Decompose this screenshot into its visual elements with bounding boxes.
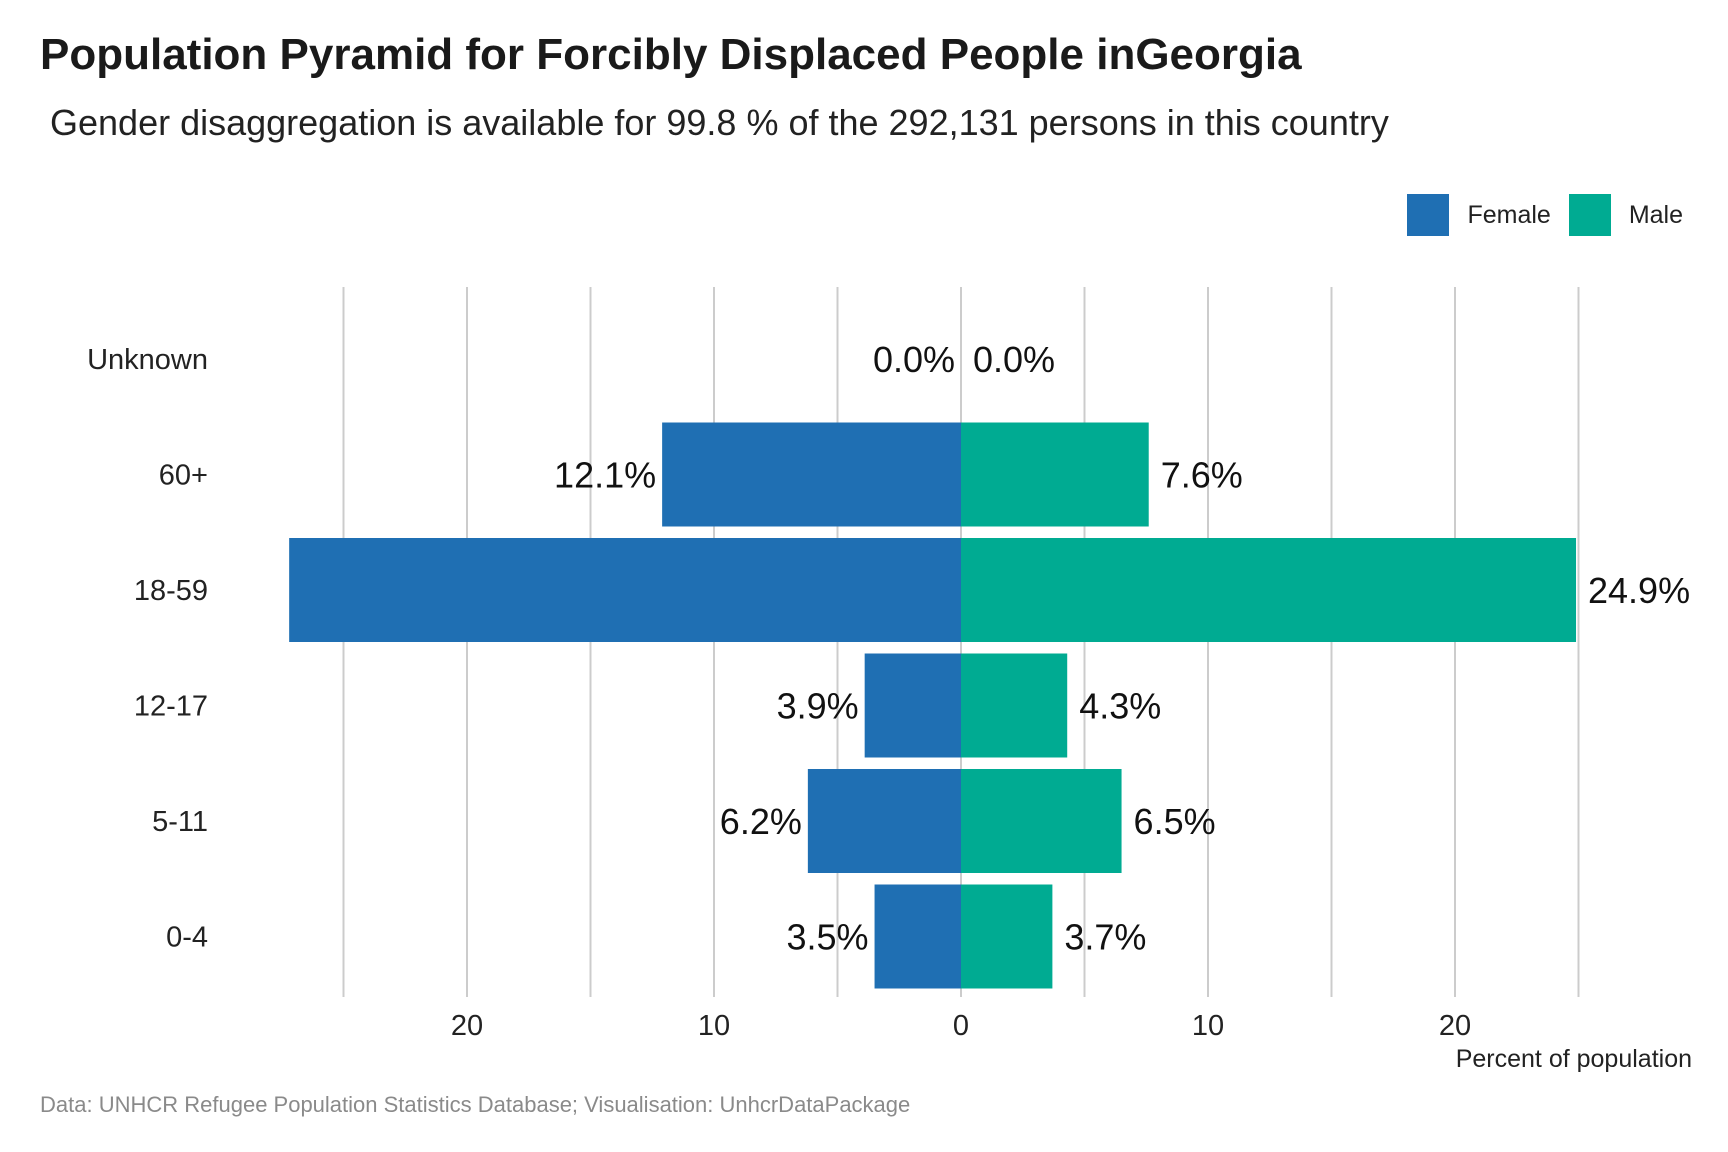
data-label-male: 4.3% [1079, 686, 1161, 727]
legend-label-female: Female [1467, 200, 1551, 229]
bar-male [961, 653, 1068, 758]
bar-female [289, 538, 961, 642]
bar-female [874, 884, 961, 989]
x-tick-label: 0 [953, 1010, 969, 1042]
bar-male [961, 769, 1122, 873]
data-label-female: 0.0% [873, 339, 955, 380]
legend-swatch-female [1407, 194, 1450, 236]
data-label-female: 6.2% [720, 801, 802, 842]
bar-male [961, 538, 1577, 642]
data-label-female: 3.9% [777, 686, 859, 727]
legend: Female Male [1389, 194, 1683, 236]
category-label: 5-11 [152, 806, 208, 838]
category-label: 0-4 [166, 922, 208, 954]
data-label-male: 3.7% [1064, 917, 1146, 958]
category-label: Unknown [87, 344, 208, 376]
x-tick-label: 10 [1192, 1010, 1224, 1042]
data-label-male: 24.9% [1588, 570, 1690, 611]
category-label: 18-59 [134, 575, 208, 607]
bar-female [864, 653, 961, 758]
legend-item-male: Male [1568, 194, 1683, 236]
category-label: 12-17 [134, 691, 208, 723]
data-label-male: 7.6% [1161, 455, 1243, 496]
chart-subtitle: Gender disaggregation is available for 9… [50, 102, 1389, 143]
chart-title: Population Pyramid for Forcibly Displace… [40, 30, 1302, 79]
bar-male [961, 884, 1053, 989]
label-layer: Unknown 0.0% 0.0% 60+ 12.1% 7.6% 18-59 24.9% 12-… [87, 339, 1690, 958]
chart-caption: Data: UNHCR Refugee Population Statistic… [40, 1092, 911, 1117]
x-axis-title: Percent of population [1456, 1045, 1692, 1073]
category-label: 60+ [159, 460, 208, 492]
data-label-female: 12.1% [554, 455, 656, 496]
legend-swatch-male [1568, 194, 1611, 236]
data-label-male: 6.5% [1134, 801, 1216, 842]
bar-female [807, 769, 961, 873]
data-label-female: 3.5% [786, 917, 868, 958]
x-tick-label: 20 [1439, 1010, 1471, 1042]
x-tick-label: 20 [451, 1010, 483, 1042]
legend-label-male: Male [1628, 200, 1683, 229]
bar-female [662, 422, 961, 527]
bar-male [961, 422, 1149, 527]
x-tick-label: 10 [698, 1010, 730, 1042]
bar-layer [289, 422, 1577, 989]
data-label-male: 0.0% [973, 339, 1055, 380]
axis-layer: 20 10 0 10 20 Percent of population [451, 1010, 1692, 1073]
legend-item-female: Female [1407, 194, 1551, 236]
